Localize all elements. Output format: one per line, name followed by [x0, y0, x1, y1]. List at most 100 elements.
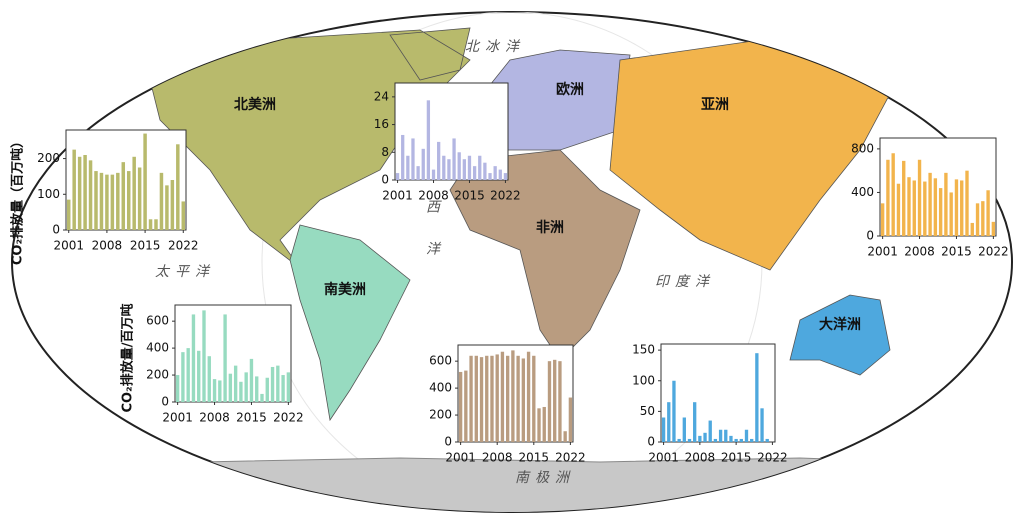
bar [191, 314, 196, 402]
x-tick-label: 2015 [519, 451, 550, 465]
y-tick-label: 400 [146, 341, 169, 355]
bar [249, 358, 254, 402]
x-tick-label: 2008 [92, 239, 123, 253]
y-tick-label: 50 [640, 404, 655, 418]
bar [902, 160, 906, 236]
bar [286, 372, 291, 402]
bar [474, 355, 478, 442]
bar [175, 375, 180, 402]
bar [464, 370, 468, 442]
bar [713, 438, 718, 442]
bar [938, 188, 943, 236]
bar [553, 359, 557, 442]
bar [421, 148, 425, 180]
bar [165, 185, 169, 230]
bar [137, 167, 142, 230]
bar [563, 431, 567, 442]
bar [431, 169, 436, 180]
bar [467, 155, 472, 180]
inset-chart: 0 8 16 24 2001 2008 2015 2022 [374, 82, 521, 203]
bar [207, 356, 211, 402]
bar [197, 350, 201, 402]
bar [933, 178, 938, 236]
bar [99, 172, 104, 230]
inset-chart: 0 400 800 2001 2008 2015 2022 [851, 137, 1009, 259]
x-tick-label: 2001 [445, 451, 476, 465]
bar [66, 199, 71, 230]
bar [503, 173, 508, 180]
bar [886, 159, 890, 236]
antarctica [12, 457, 1012, 512]
bar [233, 365, 238, 402]
bar [949, 192, 953, 236]
bar [703, 432, 707, 442]
ocean-label: 大西洋 [424, 157, 440, 283]
y-tick-label: 200 [429, 408, 452, 422]
bar [698, 435, 702, 442]
bar [521, 358, 526, 442]
y-tick-label: 16 [374, 117, 389, 131]
bar [126, 171, 131, 230]
x-tick-label: 2022 [273, 411, 304, 425]
bar [495, 354, 499, 442]
y-tick-label: 400 [851, 185, 874, 199]
bar [954, 179, 959, 236]
y-tick-label: 200 [146, 368, 169, 382]
bar [83, 155, 87, 230]
bar [281, 375, 285, 402]
bar [981, 201, 985, 236]
bar [677, 438, 681, 442]
continent [789, 294, 891, 376]
bar [132, 156, 136, 230]
bar [223, 314, 227, 402]
bar [442, 155, 446, 180]
x-tick-label: 2008 [418, 189, 449, 203]
continent-label: 欧洲 [556, 81, 584, 98]
bar [485, 355, 489, 442]
bar [469, 355, 473, 442]
bar [493, 166, 497, 180]
bar [401, 134, 405, 180]
bar [542, 406, 546, 442]
bar [928, 172, 932, 236]
bar [744, 429, 749, 442]
y-tick-label: 0 [161, 395, 169, 409]
bar [912, 180, 916, 236]
bar [718, 429, 723, 442]
y-tick-label: 200 [37, 151, 60, 165]
x-tick-label: 2022 [978, 245, 1009, 259]
bar [202, 310, 206, 402]
bar [537, 408, 541, 442]
x-tick-label: 2008 [482, 451, 513, 465]
x-tick-label: 2008 [685, 451, 716, 465]
y-tick-label: 800 [851, 141, 874, 155]
bar [760, 408, 764, 442]
bar [765, 438, 769, 442]
y-tick-label: 600 [146, 314, 169, 328]
y-tick-label: 150 [632, 343, 655, 357]
bar [77, 156, 82, 230]
bar [244, 372, 248, 402]
bar [917, 159, 922, 236]
ocean-label: 印度洋 [655, 274, 715, 290]
bar [724, 429, 728, 442]
x-tick-label: 2008 [904, 245, 935, 259]
y-tick-label: 0 [647, 435, 655, 449]
bar [116, 172, 120, 230]
bar [270, 366, 275, 402]
bar [148, 219, 153, 230]
bar [511, 350, 515, 442]
bar [755, 353, 759, 442]
inset-chart: 0 200 400 600 2001 2008 2015 2022 [429, 344, 586, 465]
y-tick-label: 100 [37, 187, 60, 201]
y-tick-label: 24 [374, 89, 389, 103]
inset-chart: 0 100 200 2001 2008 2015 2022 CO₂排放量（百万吨） [10, 129, 199, 265]
x-tick-label: 2008 [199, 411, 230, 425]
x-tick-label: 2001 [162, 411, 193, 425]
bar [447, 159, 451, 180]
y-axis-label: CO₂排放量/百万吨 [120, 303, 136, 412]
ocean-label: 北冰洋 [465, 39, 525, 55]
bar [395, 173, 400, 180]
continent [149, 27, 471, 269]
